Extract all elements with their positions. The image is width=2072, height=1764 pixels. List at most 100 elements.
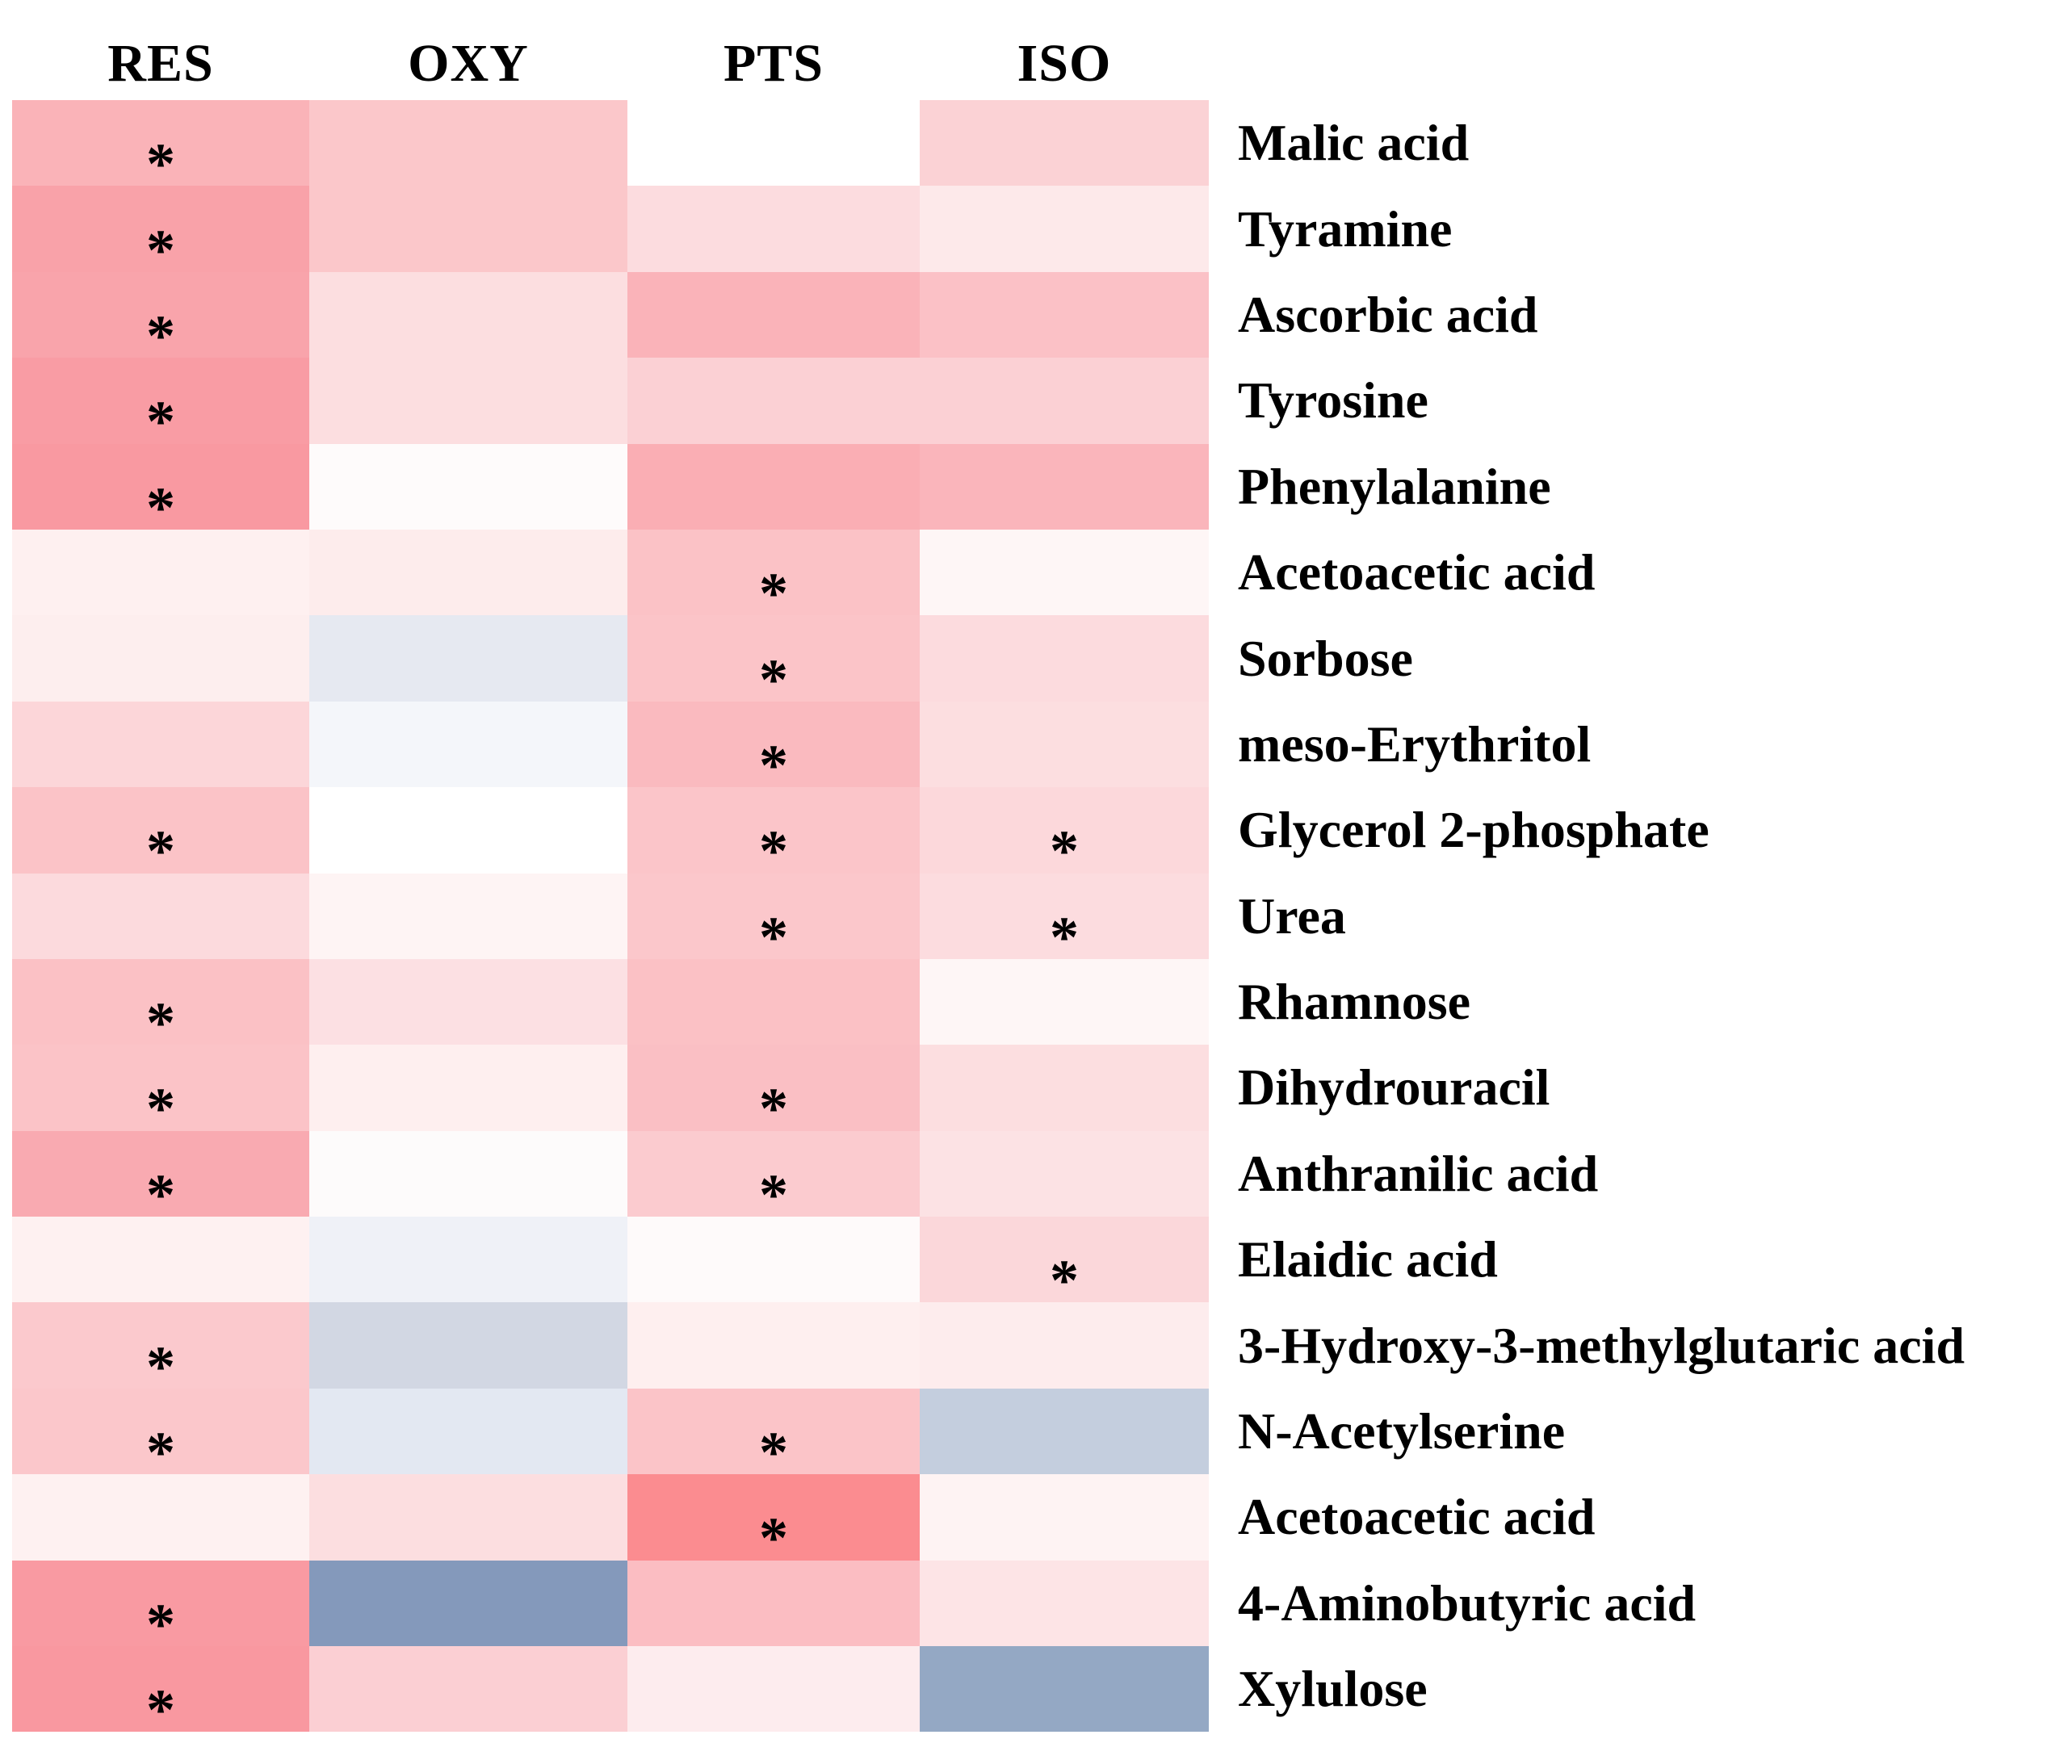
heatmap-row: * Sorbose — [12, 615, 2072, 708]
cell-oxy-row16 — [309, 1388, 627, 1475]
heatmap-row: * Acetoacetic acid — [12, 1474, 2072, 1567]
significance-asterisk: * — [759, 904, 788, 970]
cell-oxy-row12 — [309, 1045, 627, 1131]
row-label: Elaidic acid — [1238, 1230, 1498, 1288]
cell-iso-row2 — [920, 186, 1209, 272]
cell-oxy-row1 — [309, 100, 627, 186]
cell-res-row2: * — [12, 186, 309, 279]
row-label: 3-Hydroxy-3-methylglutaric acid — [1238, 1316, 1965, 1374]
significance-asterisk: * — [146, 819, 175, 884]
significance-asterisk: * — [146, 1076, 175, 1142]
cell-iso-row12 — [920, 1045, 1209, 1131]
cell-res-row19: * — [12, 1646, 309, 1739]
significance-asterisk: * — [1050, 1248, 1079, 1314]
cell-iso-row13 — [920, 1130, 1209, 1217]
row-label: Acetoacetic acid — [1238, 543, 1596, 601]
heatmap-row: * Elaidic acid — [12, 1217, 2072, 1309]
cell-pts-row12: * — [627, 1045, 920, 1138]
cell-oxy-row3 — [309, 271, 627, 358]
cell-iso-row7 — [920, 615, 1209, 702]
cell-res-row17 — [12, 1474, 309, 1561]
significance-asterisk: * — [759, 561, 788, 626]
column-header-oxy: OXY — [408, 34, 529, 93]
cell-pts-row17: * — [627, 1474, 920, 1567]
cell-pts-row3 — [627, 271, 920, 358]
cell-pts-row18 — [627, 1560, 920, 1647]
cell-iso-row17 — [920, 1474, 1209, 1561]
heatmap-row: * * N-Acetylserine — [12, 1388, 2072, 1481]
heatmap-row: * * Dihydrouracil — [12, 1045, 2072, 1138]
heatmap-row: * Malic acid — [12, 100, 2072, 193]
cell-pts-row16: * — [627, 1388, 920, 1481]
cell-pts-row15 — [627, 1302, 920, 1389]
row-label: Phenylalanine — [1238, 457, 1551, 515]
significance-asterisk: * — [146, 217, 175, 283]
cell-iso-row1 — [920, 100, 1209, 186]
cell-res-row18: * — [12, 1560, 309, 1653]
row-label: Acetoacetic acid — [1238, 1488, 1596, 1546]
significance-asterisk: * — [146, 991, 175, 1056]
heatmap-row: * * * Glycerol 2-phosphate — [12, 787, 2072, 880]
row-label: Rhamnose — [1238, 973, 1471, 1031]
row-label: Anthranilic acid — [1238, 1144, 1599, 1202]
cell-oxy-row18 — [309, 1560, 627, 1647]
cell-res-row5: * — [12, 443, 309, 537]
row-label: Tyramine — [1238, 199, 1453, 258]
cell-iso-row3 — [920, 271, 1209, 358]
significance-asterisk: * — [146, 1591, 175, 1657]
cell-oxy-row11 — [309, 958, 627, 1045]
significance-asterisk: * — [146, 132, 175, 197]
significance-asterisk: * — [759, 1419, 788, 1485]
cell-pts-row5 — [627, 443, 920, 530]
significance-asterisk: * — [759, 647, 788, 712]
cell-oxy-row13 — [309, 1130, 627, 1217]
significance-asterisk: * — [1050, 904, 1079, 970]
cell-pts-row8: * — [627, 701, 920, 794]
cell-res-row8 — [12, 701, 309, 788]
cell-iso-row8 — [920, 701, 1209, 788]
cell-pts-row1 — [627, 100, 920, 186]
significance-asterisk: * — [146, 1678, 175, 1743]
heatmap-row: * Tyramine — [12, 186, 2072, 279]
cell-oxy-row14 — [309, 1217, 627, 1303]
cell-iso-row5 — [920, 443, 1209, 530]
cell-oxy-row17 — [309, 1474, 627, 1561]
cell-res-row10 — [12, 873, 309, 959]
cell-res-row3: * — [12, 271, 309, 365]
significance-asterisk: * — [759, 819, 788, 884]
row-label: Urea — [1238, 886, 1346, 945]
cell-oxy-row9 — [309, 787, 627, 874]
cell-iso-row11 — [920, 958, 1209, 1045]
cell-iso-row10: * — [920, 873, 1209, 966]
significance-asterisk: * — [759, 1076, 788, 1142]
cell-iso-row4 — [920, 358, 1209, 444]
cell-oxy-row5 — [309, 443, 627, 530]
cell-oxy-row7 — [309, 615, 627, 702]
cell-iso-row9: * — [920, 787, 1209, 880]
cell-iso-row16 — [920, 1388, 1209, 1475]
significance-asterisk: * — [146, 1162, 175, 1227]
row-label: Dihydrouracil — [1238, 1058, 1550, 1117]
row-label: N-Acetylserine — [1238, 1402, 1566, 1460]
cell-iso-row19 — [920, 1646, 1209, 1733]
significance-asterisk: * — [759, 1162, 788, 1227]
heatmap-row: * Acetoacetic acid — [12, 529, 2072, 622]
row-label: Glycerol 2-phosphate — [1238, 801, 1709, 859]
cell-pts-row13: * — [627, 1130, 920, 1224]
cell-oxy-row10 — [309, 873, 627, 959]
cell-pts-row10: * — [627, 873, 920, 966]
heatmap-row: * meso-Erythritol — [12, 701, 2072, 794]
cell-pts-row7: * — [627, 615, 920, 708]
heatmap-row: * 3-Hydroxy-3-methylglutaric acid — [12, 1302, 2072, 1396]
cell-res-row15: * — [12, 1302, 309, 1396]
cell-iso-row14: * — [920, 1217, 1209, 1309]
significance-asterisk: * — [1050, 819, 1079, 884]
significance-asterisk: * — [146, 1334, 175, 1399]
significance-asterisk: * — [759, 1506, 788, 1571]
heatmap-row: * Ascorbic acid — [12, 271, 2072, 365]
row-label: Ascorbic acid — [1238, 285, 1538, 343]
significance-asterisk: * — [146, 1419, 175, 1485]
cell-pts-row14 — [627, 1217, 920, 1303]
cell-res-row12: * — [12, 1045, 309, 1138]
cell-oxy-row4 — [309, 358, 627, 444]
